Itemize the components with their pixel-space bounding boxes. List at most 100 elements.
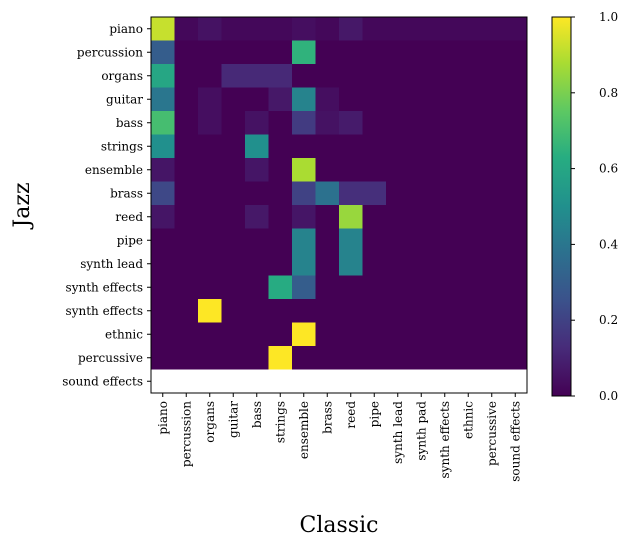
heatmap-cell [386,17,410,41]
heatmap-cell [268,17,293,41]
heatmap-cell [362,322,387,347]
heatmap-cell [480,252,504,276]
heatmap-cell [503,369,528,394]
heatmap-cell [480,322,504,347]
heatmap-cell [292,87,316,112]
heatmap-cell [198,252,222,276]
x-tick-label: synth lead [391,401,405,464]
heatmap-cell [245,346,269,370]
heatmap-cell [292,322,316,347]
heatmap-cell [386,158,410,182]
colorbar-tick-label: 0.0 [599,389,618,403]
y-tick-label: synth lead [80,257,143,271]
heatmap-cell [433,181,457,206]
heatmap-cell [409,252,434,276]
heatmap-cell [339,322,363,347]
heatmap-cell [198,346,222,370]
x-tick-label: ensemble [297,401,311,459]
heatmap-cell [221,17,246,41]
heatmap-cell [292,252,316,276]
heatmap-cell [151,346,175,370]
x-tick-label: organs [203,401,217,443]
heatmap-cell [480,205,504,229]
heatmap-cell [198,17,222,41]
heatmap-cell [221,275,246,300]
x-tick-label: bass [250,401,264,428]
heatmap-cell [339,134,363,159]
heatmap-cell [198,134,222,159]
heatmap-cell [198,228,222,253]
x-tick-label: synth pad [414,401,428,461]
heatmap-cell [245,111,269,135]
heatmap-cell [315,228,340,253]
heatmap-cell [362,228,387,253]
heatmap-cell [456,158,481,182]
heatmap-cell [198,322,222,347]
heatmap-cell [480,181,504,206]
heatmap-cell [221,87,246,112]
heatmap-cell [409,322,434,347]
heatmap-cell [221,64,246,88]
heatmap-cell [292,17,316,41]
heatmap-cell [409,158,434,182]
heatmap-cell [245,369,269,394]
heatmap-cell [292,228,316,253]
heatmap-cell [174,111,199,135]
heatmap-cell [198,275,222,300]
heatmap-cell [386,346,410,370]
heatmap-cell [433,17,457,41]
heatmap-cell [151,299,175,323]
heatmap-cell [409,64,434,88]
colorbar-tick-label: 0.8 [599,86,618,100]
colorbar-tick-label: 0.4 [599,237,618,251]
heatmap-cell [151,322,175,347]
heatmap-cell [221,346,246,370]
heatmap-cell [456,111,481,135]
heatmap-cell [315,134,340,159]
heatmap-cell [339,299,363,323]
heatmap-cell [480,299,504,323]
y-tick-label: synth effects [66,280,143,294]
x-tick-label: percussion [179,401,193,467]
heatmap-cell [386,181,410,206]
heatmap-cell [386,87,410,112]
heatmap-cell [174,369,199,394]
heatmap-cell [339,17,363,41]
heatmap-cell [409,111,434,135]
heatmap-cell [339,205,363,229]
heatmap-cell [362,346,387,370]
heatmap-cell [174,158,199,182]
heatmap-cell [268,205,293,229]
y-tick-label: percussive [78,351,143,365]
heatmap-cell [456,134,481,159]
y-tick-label: pipe [117,233,143,247]
colorbar-tick-label: 0.6 [599,162,618,176]
heatmap-cell [292,205,316,229]
heatmap-cell [409,205,434,229]
heatmap-cell [151,228,175,253]
heatmap-cell [386,322,410,347]
heatmap-cell [362,87,387,112]
heatmap-cell [362,17,387,41]
heatmap-cell [315,64,340,88]
heatmap-cell [409,369,434,394]
heatmap-cell [198,299,222,323]
heatmap-cell [221,228,246,253]
heatmap-cell [503,299,528,323]
heatmap-cell [198,369,222,394]
heatmap-cell [151,205,175,229]
heatmap-cell [433,40,457,65]
heatmap-cell [268,252,293,276]
heatmap-cell [174,134,199,159]
heatmap-cell [362,134,387,159]
x-tick-label: brass [320,401,334,434]
heatmap-cell [339,111,363,135]
heatmap-cell [151,252,175,276]
heatmap-cell [198,181,222,206]
heatmap-cell [198,205,222,229]
heatmap-cell [221,205,246,229]
heatmap-cell [433,228,457,253]
heatmap-cell [362,64,387,88]
y-tick-label: strings [101,139,143,153]
